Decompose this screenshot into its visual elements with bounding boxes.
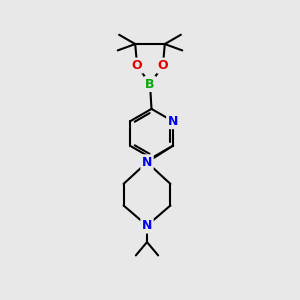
Text: O: O	[158, 59, 168, 72]
Text: N: N	[142, 156, 152, 169]
Text: N: N	[142, 219, 152, 232]
Text: N: N	[168, 115, 178, 128]
Text: B: B	[145, 77, 155, 91]
Text: O: O	[132, 59, 142, 72]
